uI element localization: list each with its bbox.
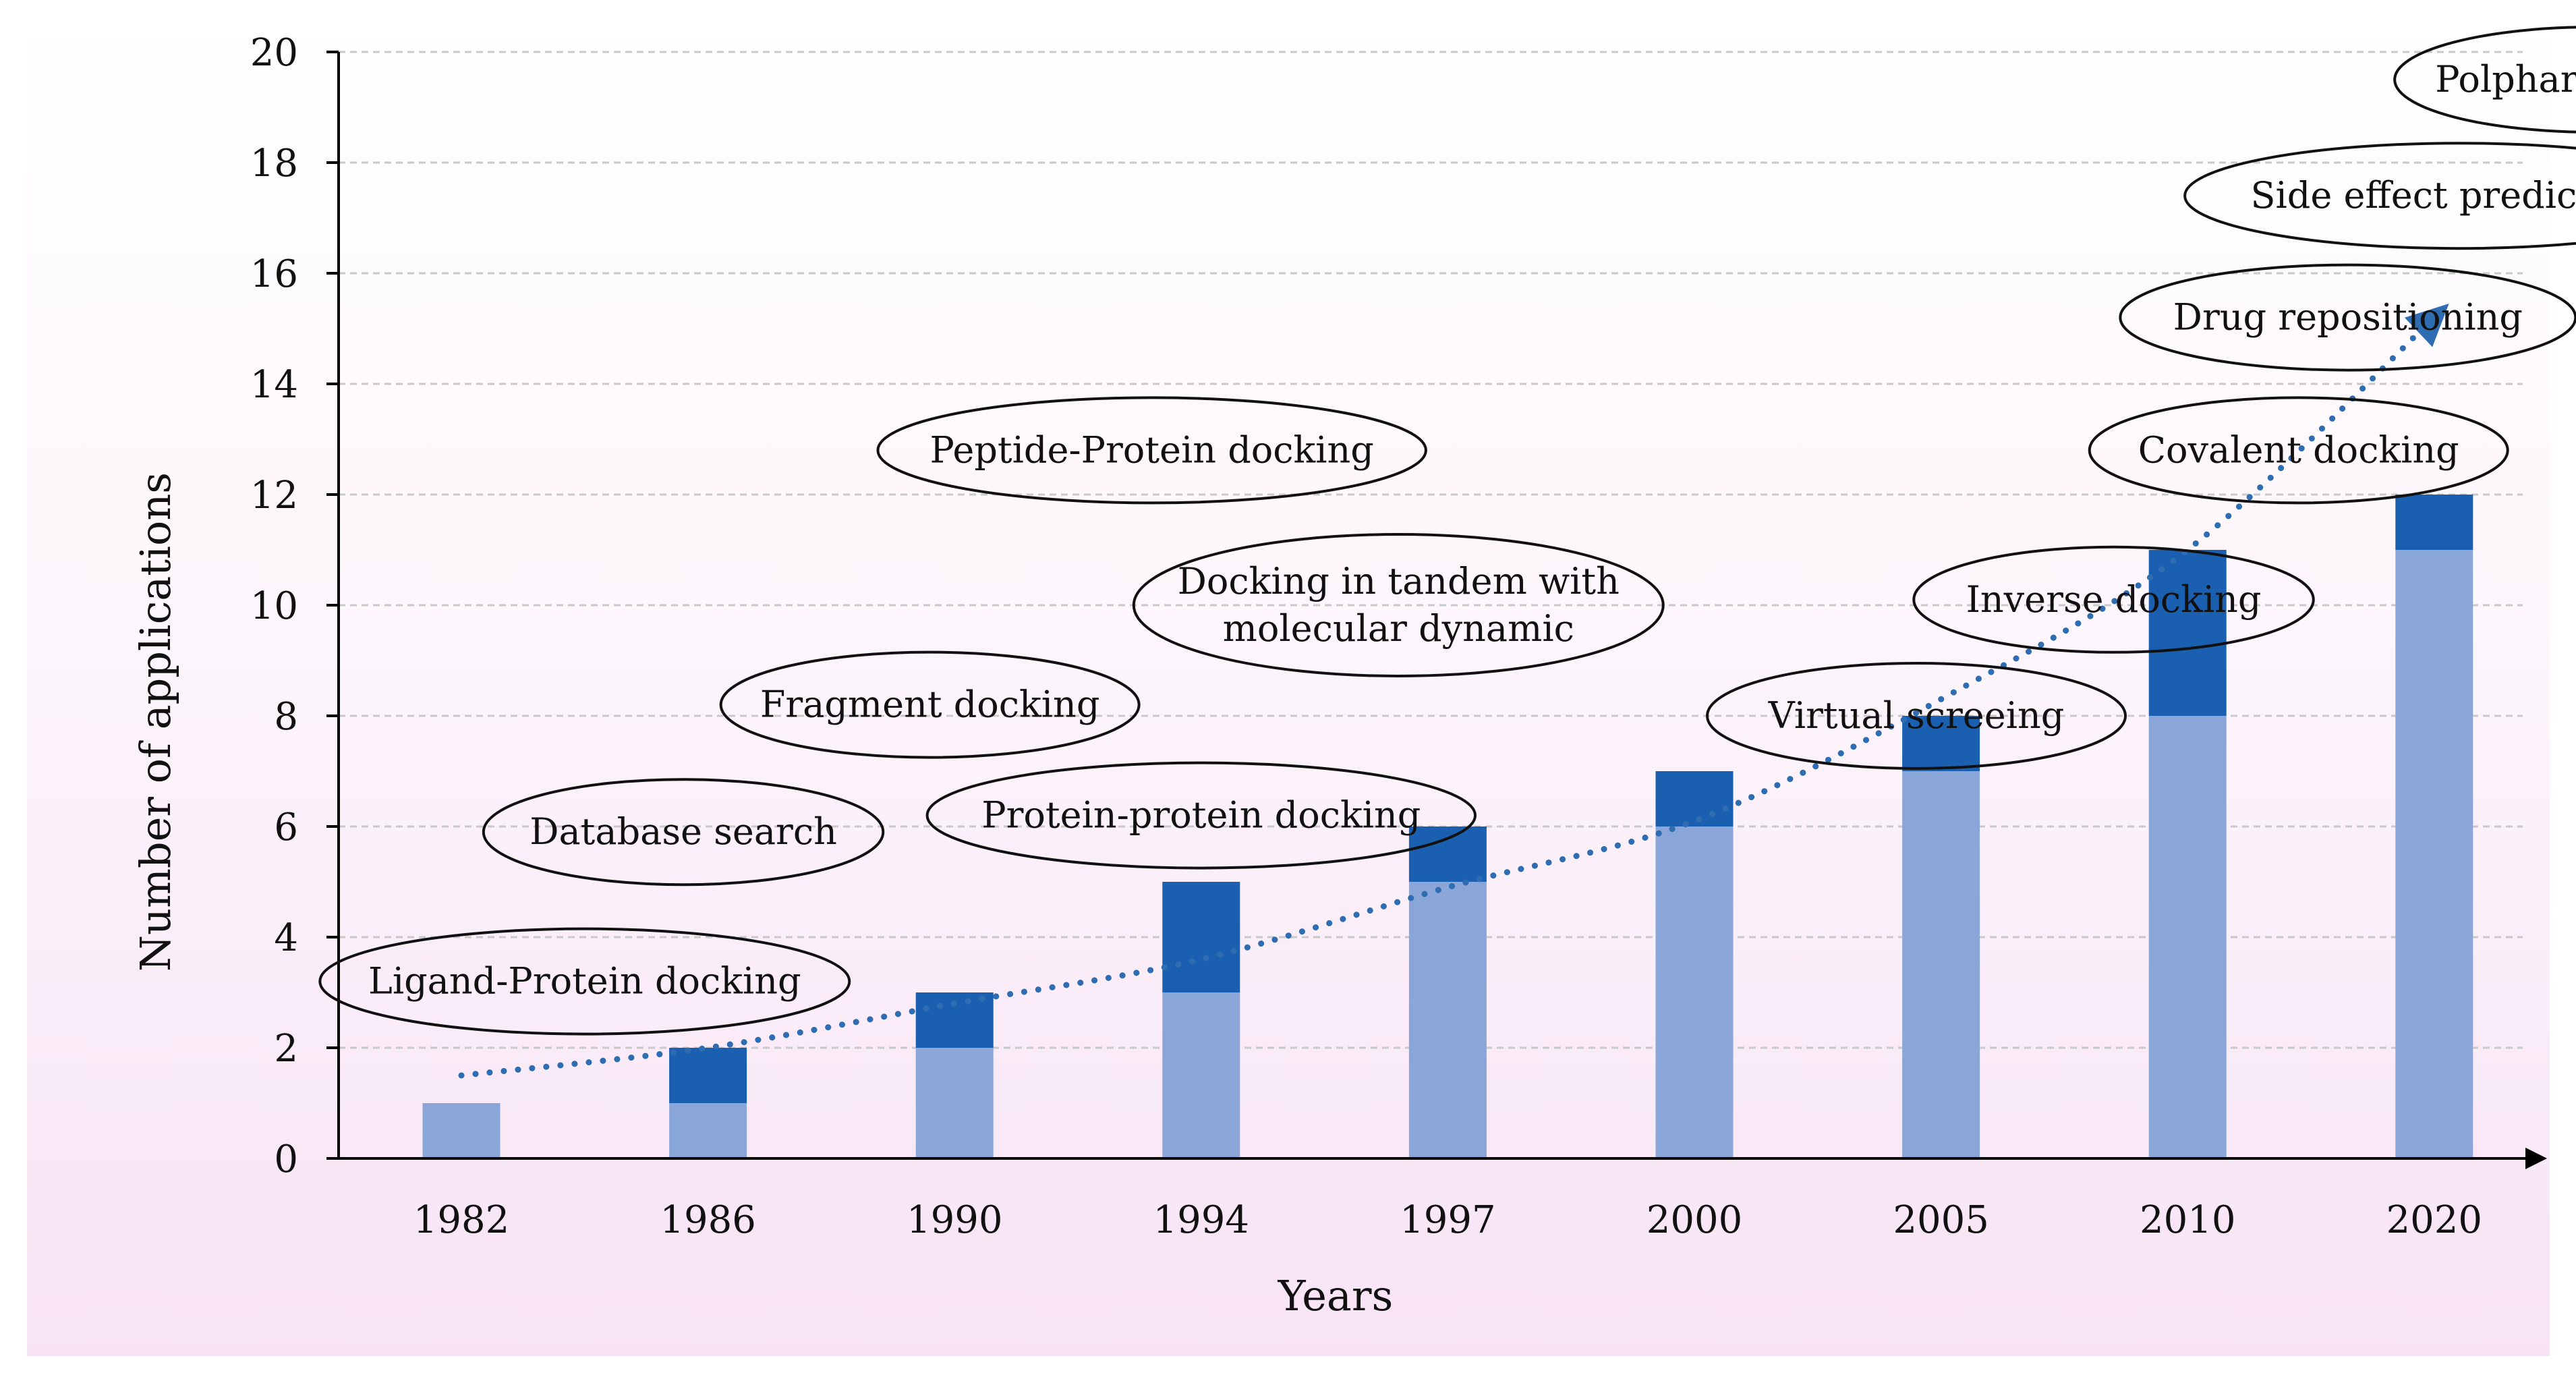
annotation-bubble: Covalent docking xyxy=(2088,396,2509,505)
y-tick-label: 16 xyxy=(250,252,298,296)
annotation-label: Covalent docking xyxy=(2138,428,2459,471)
bars xyxy=(422,495,2473,1158)
y-tick-label: 12 xyxy=(250,474,298,517)
x-tick-label: 2010 xyxy=(2140,1198,2236,1242)
bar-base-1982 xyxy=(422,1103,500,1158)
y-tick-label: 8 xyxy=(274,695,298,739)
x-tick-label: 1990 xyxy=(907,1198,1003,1242)
x-tick-label: 2005 xyxy=(1893,1198,1989,1242)
annotation-bubble: Virtual screeing xyxy=(1706,662,2127,770)
bar-new-1994 xyxy=(1162,882,1240,992)
bar-base-1994 xyxy=(1162,992,1240,1158)
annotation-label: molecular dynamic xyxy=(1223,607,1574,650)
trend-line xyxy=(458,304,2449,1079)
annotation-ellipse xyxy=(1132,533,1665,677)
y-tick-label: 10 xyxy=(250,584,298,628)
y-tick-label: 0 xyxy=(274,1138,298,1181)
bar-base-2010 xyxy=(2148,716,2227,1158)
annotation-ellipse xyxy=(2088,396,2509,505)
y-tick-label: 14 xyxy=(250,363,298,407)
annotation-bubble: Inverse docking xyxy=(1912,545,2315,654)
annotation-bubble: Side effect predictions xyxy=(2183,142,2576,250)
annotation-ellipse xyxy=(2393,26,2576,134)
bar-base-2000 xyxy=(1655,826,1734,1158)
bar-base-2020 xyxy=(2395,550,2473,1158)
annotation-bubble: Drug repositioning xyxy=(2119,263,2576,372)
bar-base-2005 xyxy=(1902,771,1980,1158)
annotation-ellipse xyxy=(719,650,1141,759)
x-tick-label: 1982 xyxy=(413,1198,510,1242)
x-tick-label: 2000 xyxy=(1647,1198,1743,1242)
annotation-label: Polpharmacology xyxy=(2435,58,2576,101)
annotation-bubble: Protein-protein docking xyxy=(925,761,1477,870)
annotation-label: Peptide-Protein docking xyxy=(929,428,1373,471)
trend-dotted-line xyxy=(458,314,2438,1079)
annotation-label: Fragment docking xyxy=(760,683,1100,726)
y-tick-label: 6 xyxy=(274,806,298,849)
trend-arrowhead xyxy=(2404,304,2449,347)
annotation-ellipse xyxy=(2183,142,2576,250)
bar-base-1997 xyxy=(1408,882,1487,1158)
x-axis-title: Years xyxy=(1278,1271,1394,1320)
annotation-ellipse xyxy=(925,761,1477,870)
annotation-label: Ligand-Protein docking xyxy=(368,960,801,1003)
annotation-bubble: Ligand-Protein docking xyxy=(318,927,851,1036)
annotation-label: Side effect predictions xyxy=(2250,174,2576,217)
axes: 0 2 4 6 8 10 12 14 16 18 20 1982 1986 1990 1994 1997 200… xyxy=(250,31,2547,1242)
annotation-ellipse xyxy=(1706,662,2127,770)
annotation-bubble: Docking in tandem with molecular dynamic xyxy=(1132,533,1665,677)
bar-new-2020 xyxy=(2395,495,2473,550)
bar-new-1986 xyxy=(669,1048,747,1103)
annotations: Ligand-Protein docking Database search Fra… xyxy=(318,26,2576,1036)
y-tick-label: 2 xyxy=(274,1027,298,1071)
annotation-ellipse xyxy=(2119,263,2576,372)
x-tick-label: 1994 xyxy=(1153,1198,1250,1242)
annotation-label: Database search xyxy=(529,810,837,853)
bar-new-2005 xyxy=(1902,716,1980,771)
y-tick-label: 18 xyxy=(250,142,298,186)
annotation-bubble: Peptide-Protein docking xyxy=(876,396,1427,505)
y-tick-label: 20 xyxy=(250,31,298,75)
annotation-bubble: Fragment docking xyxy=(719,650,1141,759)
y-tick-label: 4 xyxy=(274,916,298,960)
annotation-label: Drug repositioning xyxy=(2173,296,2523,339)
x-tick-label: 1986 xyxy=(660,1198,756,1242)
y-axis-title: Number of applications xyxy=(131,472,180,972)
x-tick-label: 2020 xyxy=(2386,1198,2483,1242)
annotation-ellipse xyxy=(1912,545,2315,654)
bar-new-2010 xyxy=(2148,550,2227,716)
annotation-ellipse xyxy=(876,396,1427,505)
annotation-bubble: Polpharmacology xyxy=(2393,26,2576,134)
annotation-label: Docking in tandem with xyxy=(1178,560,1620,602)
annotation-ellipse xyxy=(318,927,851,1036)
annotation-label: Virtual screeing xyxy=(1768,694,2065,737)
annotation-ellipse xyxy=(482,778,885,887)
bar-new-2000 xyxy=(1655,771,1734,826)
bar-base-1986 xyxy=(669,1103,747,1158)
annotation-label: Inverse docking xyxy=(1966,578,2262,621)
annotation-label: Protein-protein docking xyxy=(981,794,1421,837)
x-tick-label: 1997 xyxy=(1400,1198,1496,1242)
annotation-bubble: Database search xyxy=(482,778,885,887)
bar-base-1990 xyxy=(915,1048,994,1158)
bar-new-1997 xyxy=(1408,826,1487,882)
